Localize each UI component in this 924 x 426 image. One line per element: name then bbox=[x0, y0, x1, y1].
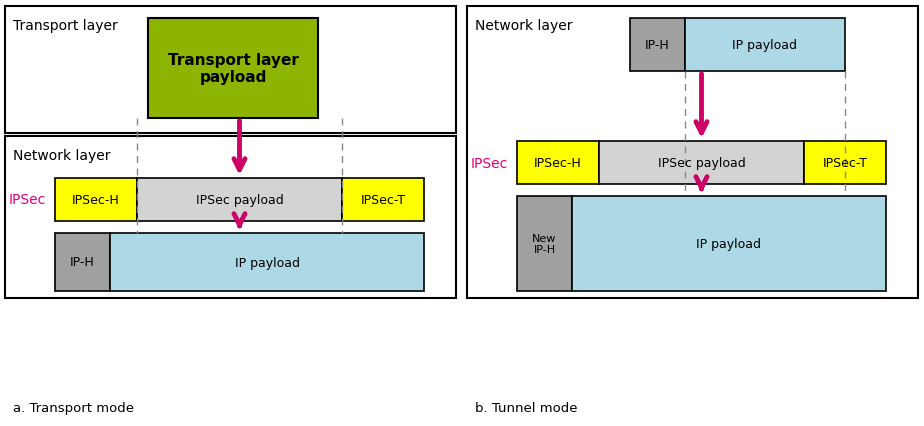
Text: IPSec: IPSec bbox=[470, 156, 507, 170]
Text: IPSec-H: IPSec-H bbox=[72, 193, 120, 207]
Bar bbox=[517, 196, 572, 291]
Text: IPSec payload: IPSec payload bbox=[196, 193, 284, 207]
Bar bbox=[630, 19, 685, 72]
Text: Network layer: Network layer bbox=[475, 19, 573, 33]
Text: New
IP-H: New IP-H bbox=[532, 233, 556, 255]
Text: IPSec-H: IPSec-H bbox=[534, 157, 582, 170]
Bar bbox=[148, 19, 318, 119]
Bar bbox=[572, 196, 886, 291]
Text: IPSec-T: IPSec-T bbox=[822, 157, 868, 170]
Bar bbox=[685, 19, 845, 72]
Bar bbox=[5, 137, 456, 298]
Text: a. Transport mode: a. Transport mode bbox=[13, 401, 134, 414]
Bar bbox=[5, 7, 456, 134]
Bar bbox=[110, 233, 424, 291]
Text: Network layer: Network layer bbox=[13, 149, 111, 163]
Bar bbox=[55, 233, 110, 291]
Bar bbox=[55, 178, 137, 222]
Bar bbox=[467, 7, 918, 298]
Text: b. Tunnel mode: b. Tunnel mode bbox=[475, 401, 578, 414]
Text: IP-H: IP-H bbox=[70, 256, 95, 269]
Bar bbox=[342, 178, 424, 222]
Bar bbox=[137, 178, 342, 222]
Bar bbox=[599, 142, 804, 184]
Text: IPSec payload: IPSec payload bbox=[658, 157, 746, 170]
Text: IP-H: IP-H bbox=[645, 39, 670, 52]
Text: IPSec: IPSec bbox=[8, 193, 45, 207]
Text: IP payload: IP payload bbox=[235, 256, 299, 269]
Text: IPSec-T: IPSec-T bbox=[360, 193, 406, 207]
Bar bbox=[804, 142, 886, 184]
Text: Transport layer
payload: Transport layer payload bbox=[167, 53, 298, 85]
Bar bbox=[517, 142, 599, 184]
Text: Transport layer: Transport layer bbox=[13, 19, 117, 33]
Text: IP payload: IP payload bbox=[733, 39, 797, 52]
Text: IP payload: IP payload bbox=[697, 237, 761, 250]
